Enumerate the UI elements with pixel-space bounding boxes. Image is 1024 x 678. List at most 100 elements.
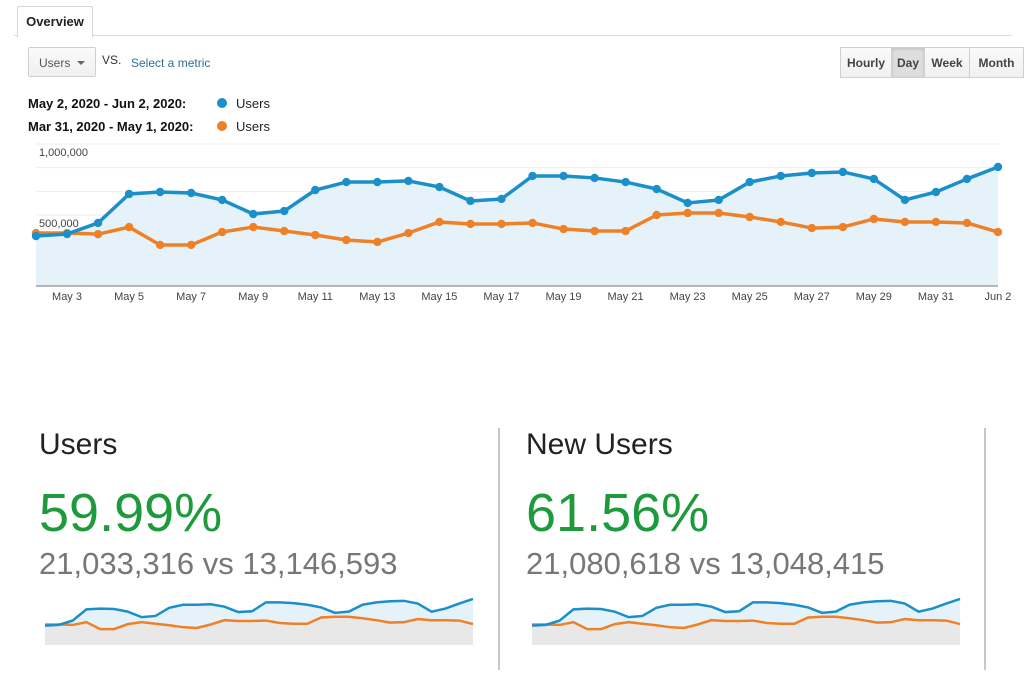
data-point	[280, 206, 289, 216]
data-point	[683, 198, 692, 208]
chevron-down-icon	[77, 61, 85, 65]
data-point	[497, 219, 506, 229]
data-point	[528, 218, 537, 228]
sparkline-current	[44, 597, 474, 627]
x-tick-label: May 3	[52, 291, 82, 303]
period-day-button[interactable]: Day	[891, 47, 925, 78]
data-point	[124, 189, 134, 199]
data-point	[714, 208, 723, 218]
series-line-current	[35, 165, 999, 238]
data-point	[683, 208, 692, 218]
legend-label-previous: Users	[236, 119, 270, 134]
data-point	[373, 237, 382, 247]
data-point	[590, 173, 599, 183]
data-point	[186, 240, 196, 250]
data-point	[186, 188, 196, 198]
area-fill	[36, 167, 998, 286]
x-tick-label: May 19	[545, 291, 582, 303]
legend-label-current: Users	[236, 96, 270, 111]
select-metric-link[interactable]: Select a metric	[131, 56, 211, 70]
metric-dropdown[interactable]: Users	[28, 47, 96, 77]
card-users-title: Users	[39, 428, 118, 461]
x-tick-label: May 31	[917, 291, 954, 303]
tab-bar-divider	[14, 35, 1012, 36]
series-line-previous	[36, 211, 999, 247]
card-new-users-comparison: 21,080,618 vs 13,048,415	[526, 546, 885, 581]
data-point	[745, 212, 754, 222]
data-point	[497, 194, 506, 204]
data-point	[559, 171, 568, 181]
y-tick-label: 500,000	[39, 218, 79, 230]
data-point	[342, 177, 351, 187]
x-tick-label: May 9	[238, 291, 269, 303]
data-point	[776, 217, 785, 227]
data-point	[745, 177, 754, 187]
data-point	[838, 222, 848, 232]
x-tick-label: May 17	[483, 291, 520, 303]
data-point	[900, 195, 910, 205]
x-tick-label: May 27	[793, 291, 830, 303]
data-point	[373, 177, 382, 187]
data-point	[280, 226, 289, 236]
data-point	[62, 229, 72, 239]
x-tick-label: May 23	[669, 291, 706, 303]
data-point	[869, 214, 879, 224]
data-point	[931, 187, 941, 197]
data-point	[93, 218, 103, 228]
data-point	[249, 222, 258, 232]
data-point	[466, 196, 475, 206]
data-point	[559, 224, 568, 234]
data-point	[466, 219, 475, 229]
data-point	[217, 195, 227, 205]
data-point	[435, 217, 444, 227]
data-point	[249, 209, 258, 219]
tab-overview[interactable]: Overview	[17, 6, 93, 38]
data-point	[838, 167, 848, 177]
card-new-users-change: 61.56%	[526, 483, 710, 543]
data-point	[342, 235, 351, 245]
card-divider	[984, 428, 986, 670]
data-point	[900, 217, 910, 227]
data-point	[962, 218, 972, 228]
x-tick-label: May 13	[359, 291, 396, 303]
x-tick-label: May 15	[421, 291, 458, 303]
period-week-button[interactable]: Week	[924, 47, 970, 78]
data-point	[311, 230, 320, 240]
data-point	[528, 171, 537, 181]
x-tick-label: Jun 2	[984, 291, 1012, 303]
data-point	[714, 195, 723, 205]
card-new-users-title: New Users	[526, 428, 673, 461]
card-users-comparison: 21,033,316 vs 13,146,593	[39, 546, 398, 581]
data-point	[31, 231, 41, 241]
data-point	[776, 171, 785, 181]
period-hourly-button[interactable]: Hourly	[840, 47, 892, 78]
legend-range-previous: Mar 31, 2020 - May 1, 2020:	[28, 119, 194, 134]
card-users-change: 59.99%	[39, 483, 223, 543]
data-point	[93, 229, 103, 239]
x-tick-label: May 21	[607, 291, 644, 303]
data-point	[931, 217, 941, 227]
x-tick-label: May 7	[176, 291, 207, 303]
data-point	[652, 184, 661, 194]
data-point	[155, 240, 165, 250]
card-users-sparkline	[44, 597, 474, 645]
sparkline-previous	[45, 615, 474, 631]
legend-dot-current	[217, 98, 227, 108]
data-point	[124, 222, 134, 232]
vs-label: VS.	[102, 53, 122, 67]
sparkline-previous	[532, 615, 961, 631]
data-point	[435, 182, 444, 192]
data-point	[404, 176, 413, 186]
data-point	[404, 228, 413, 238]
data-point	[993, 162, 1003, 172]
data-point	[217, 227, 227, 237]
data-point	[962, 174, 972, 184]
x-tick-label: May 11	[297, 291, 333, 303]
period-month-button[interactable]: Month	[969, 47, 1024, 78]
card-new-users-sparkline	[531, 597, 961, 645]
data-point	[311, 185, 320, 195]
sparkline-current	[531, 597, 961, 627]
data-point	[869, 174, 879, 184]
metric-dropdown-value: Users	[39, 56, 71, 70]
legend-dot-previous	[217, 121, 227, 131]
